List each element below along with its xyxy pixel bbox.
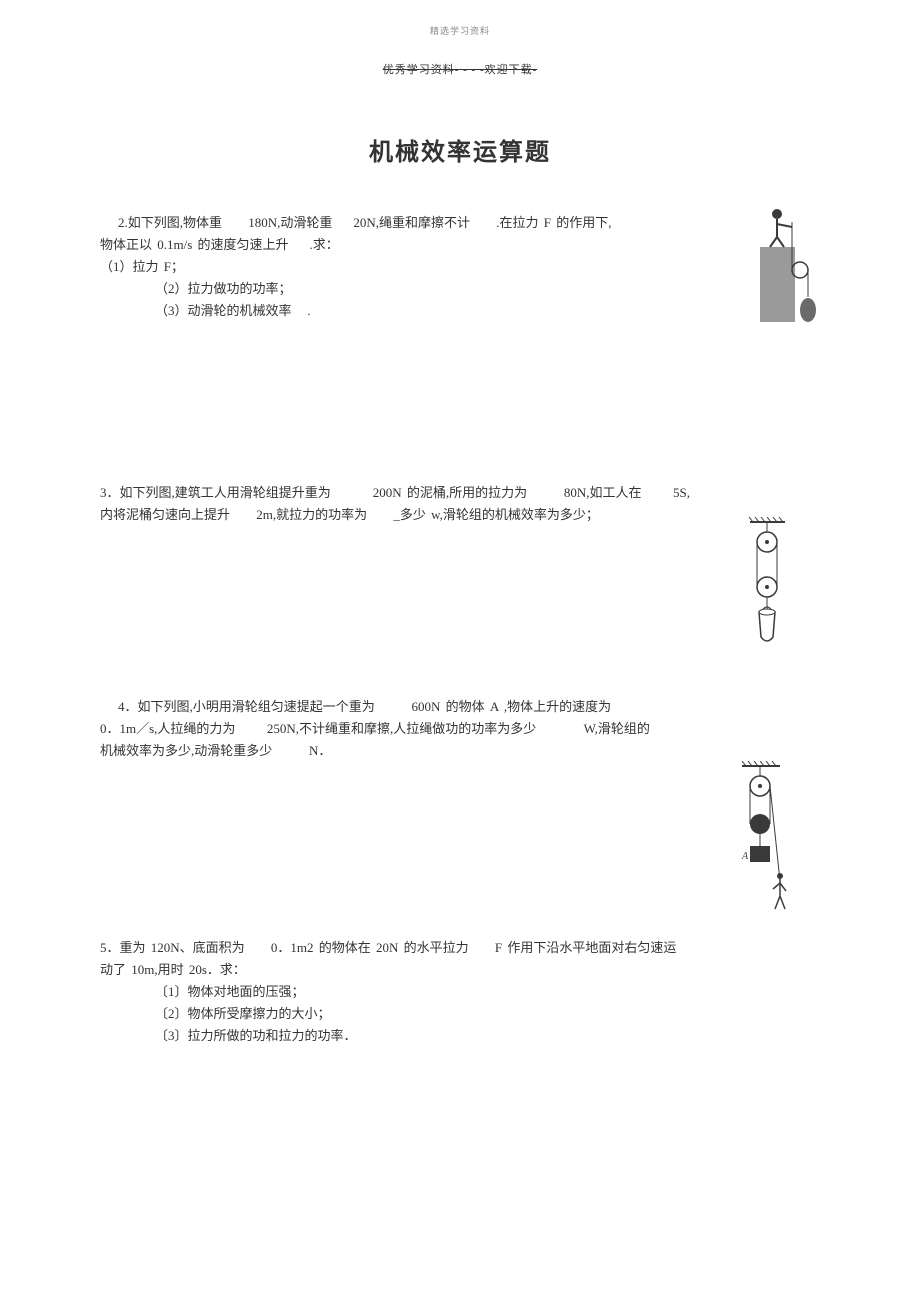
spacer [100, 342, 820, 482]
text-segment: .在拉力 F 的作用下, [496, 215, 611, 230]
spacer [100, 782, 820, 937]
problem-2-line-5: （3）动滑轮的机械效率 . [100, 300, 820, 322]
text-segment: 200N 的泥桶,所用的拉力为 [373, 485, 527, 500]
text-segment: F 作用下沿水平地面对右匀速运 [495, 940, 676, 955]
text-segment: N． [309, 743, 331, 758]
problem-5-line-5: 〔3〕拉力所做的功和拉力的功率． [100, 1025, 820, 1047]
problem-2-line-1: 2.如下列图,物体重 180N,动滑轮重 20N,绳重和摩擦不计 .在拉力 F … [100, 212, 820, 234]
problem-2: 2.如下列图,物体重 180N,动滑轮重 20N,绳重和摩擦不计 .在拉力 F … [100, 212, 820, 322]
problem-5: 5．重为 120N、底面积为 0．1m2 的物体在 20N 的水平拉力 F 作用… [100, 937, 820, 1047]
text-segment: 2.如下列图,物体重 [118, 215, 222, 230]
text-segment: 0．1m／s,人拉绳的力为 [100, 721, 235, 736]
text-segment: 3．如下列图,建筑工人用滑轮组提升重为 [100, 485, 331, 500]
header-watermark: 精选学习资料 [0, 0, 920, 37]
problem-5-line-1: 5．重为 120N、底面积为 0．1m2 的物体在 20N 的水平拉力 F 作用… [100, 937, 820, 959]
problem-5-line-2: 动了 10m,用时 20s．求： [100, 959, 820, 981]
text-segment: 600N 的物体 A ,物体上升的速度为 [412, 699, 612, 714]
text-segment: 物体正以 0.1m/s 的速度匀速上升 [100, 237, 289, 252]
text-segment: 机械效率为多少,动滑轮重多少 [100, 743, 272, 758]
text-segment: 内将泥桶匀速向上提升 [100, 507, 230, 522]
text-segment: 180N,动滑轮重 [248, 215, 332, 230]
text-segment: 4．如下列图,小明用滑轮组匀速提起一个重为 [118, 699, 375, 714]
spacer [100, 546, 820, 696]
text-segment: 250N,不计绳重和摩擦,人拉绳做功的功率为多少 [267, 721, 536, 736]
text-segment: 80N,如工人在 [564, 485, 642, 500]
text-segment: 2m,就拉力的功率为 [256, 507, 367, 522]
content-area: 2.如下列图,物体重 180N,动滑轮重 20N,绳重和摩擦不计 .在拉力 F … [0, 212, 920, 1047]
header-strike-text: 优秀学习资料- - - -欢迎下载- [0, 61, 920, 77]
problem-3: 3．如下列图,建筑工人用滑轮组提升重为 200N 的泥桶,所用的拉力为 80N,… [100, 482, 820, 526]
figure-pulley-1 [760, 202, 820, 332]
text-segment: 5S, [673, 485, 690, 500]
problem-5-line-4: 〔2〕物体所受摩擦力的大小； [100, 1003, 820, 1025]
problem-5-line-3: 〔1〕物体对地面的压强； [100, 981, 820, 1003]
text-segment: 5．重为 120N、底面积为 [100, 940, 245, 955]
problem-4-line-2: 0．1m／s,人拉绳的力为 250N,不计绳重和摩擦,人拉绳做功的功率为多少 W… [100, 718, 820, 740]
text-segment: .求： [310, 237, 339, 252]
text-segment: 0．1m2 的物体在 20N 的水平拉力 [271, 940, 469, 955]
problem-4-line-3: 机械效率为多少,动滑轮重多少 N． [100, 740, 820, 762]
problem-2-line-2: 物体正以 0.1m/s 的速度匀速上升 .求： [100, 234, 820, 256]
figure-pulley-2 [745, 517, 790, 652]
text-segment: W,滑轮组的 [584, 721, 650, 736]
text-segment: （3）动滑轮的机械效率 [155, 303, 292, 318]
problem-4: 4．如下列图,小明用滑轮组匀速提起一个重为 600N 的物体 A ,物体上升的速… [100, 696, 820, 762]
text-segment: 20N,绳重和摩擦不计 [353, 215, 470, 230]
svg-text:A: A [741, 851, 749, 862]
page-title: 机械效率运算题 [0, 132, 920, 167]
text-segment: . [307, 303, 310, 318]
problem-3-line-1: 3．如下列图,建筑工人用滑轮组提升重为 200N 的泥桶,所用的拉力为 80N,… [100, 482, 820, 504]
figure-pulley-3: A [740, 761, 790, 916]
problem-2-line-4: （2）拉力做功的功率； [100, 278, 820, 300]
text-segment: _多少 w,滑轮组的机械效率为多少； [393, 507, 599, 522]
problem-3-line-2: 内将泥桶匀速向上提升 2m,就拉力的功率为 _多少 w,滑轮组的机械效率为多少； [100, 504, 820, 526]
problem-4-line-1: 4．如下列图,小明用滑轮组匀速提起一个重为 600N 的物体 A ,物体上升的速… [100, 696, 820, 718]
problem-2-line-3: （1）拉力 F； [100, 256, 820, 278]
